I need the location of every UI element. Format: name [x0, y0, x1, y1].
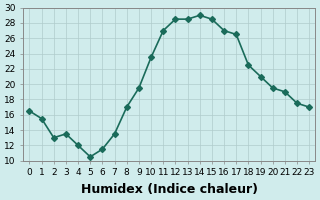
X-axis label: Humidex (Indice chaleur): Humidex (Indice chaleur): [81, 183, 258, 196]
